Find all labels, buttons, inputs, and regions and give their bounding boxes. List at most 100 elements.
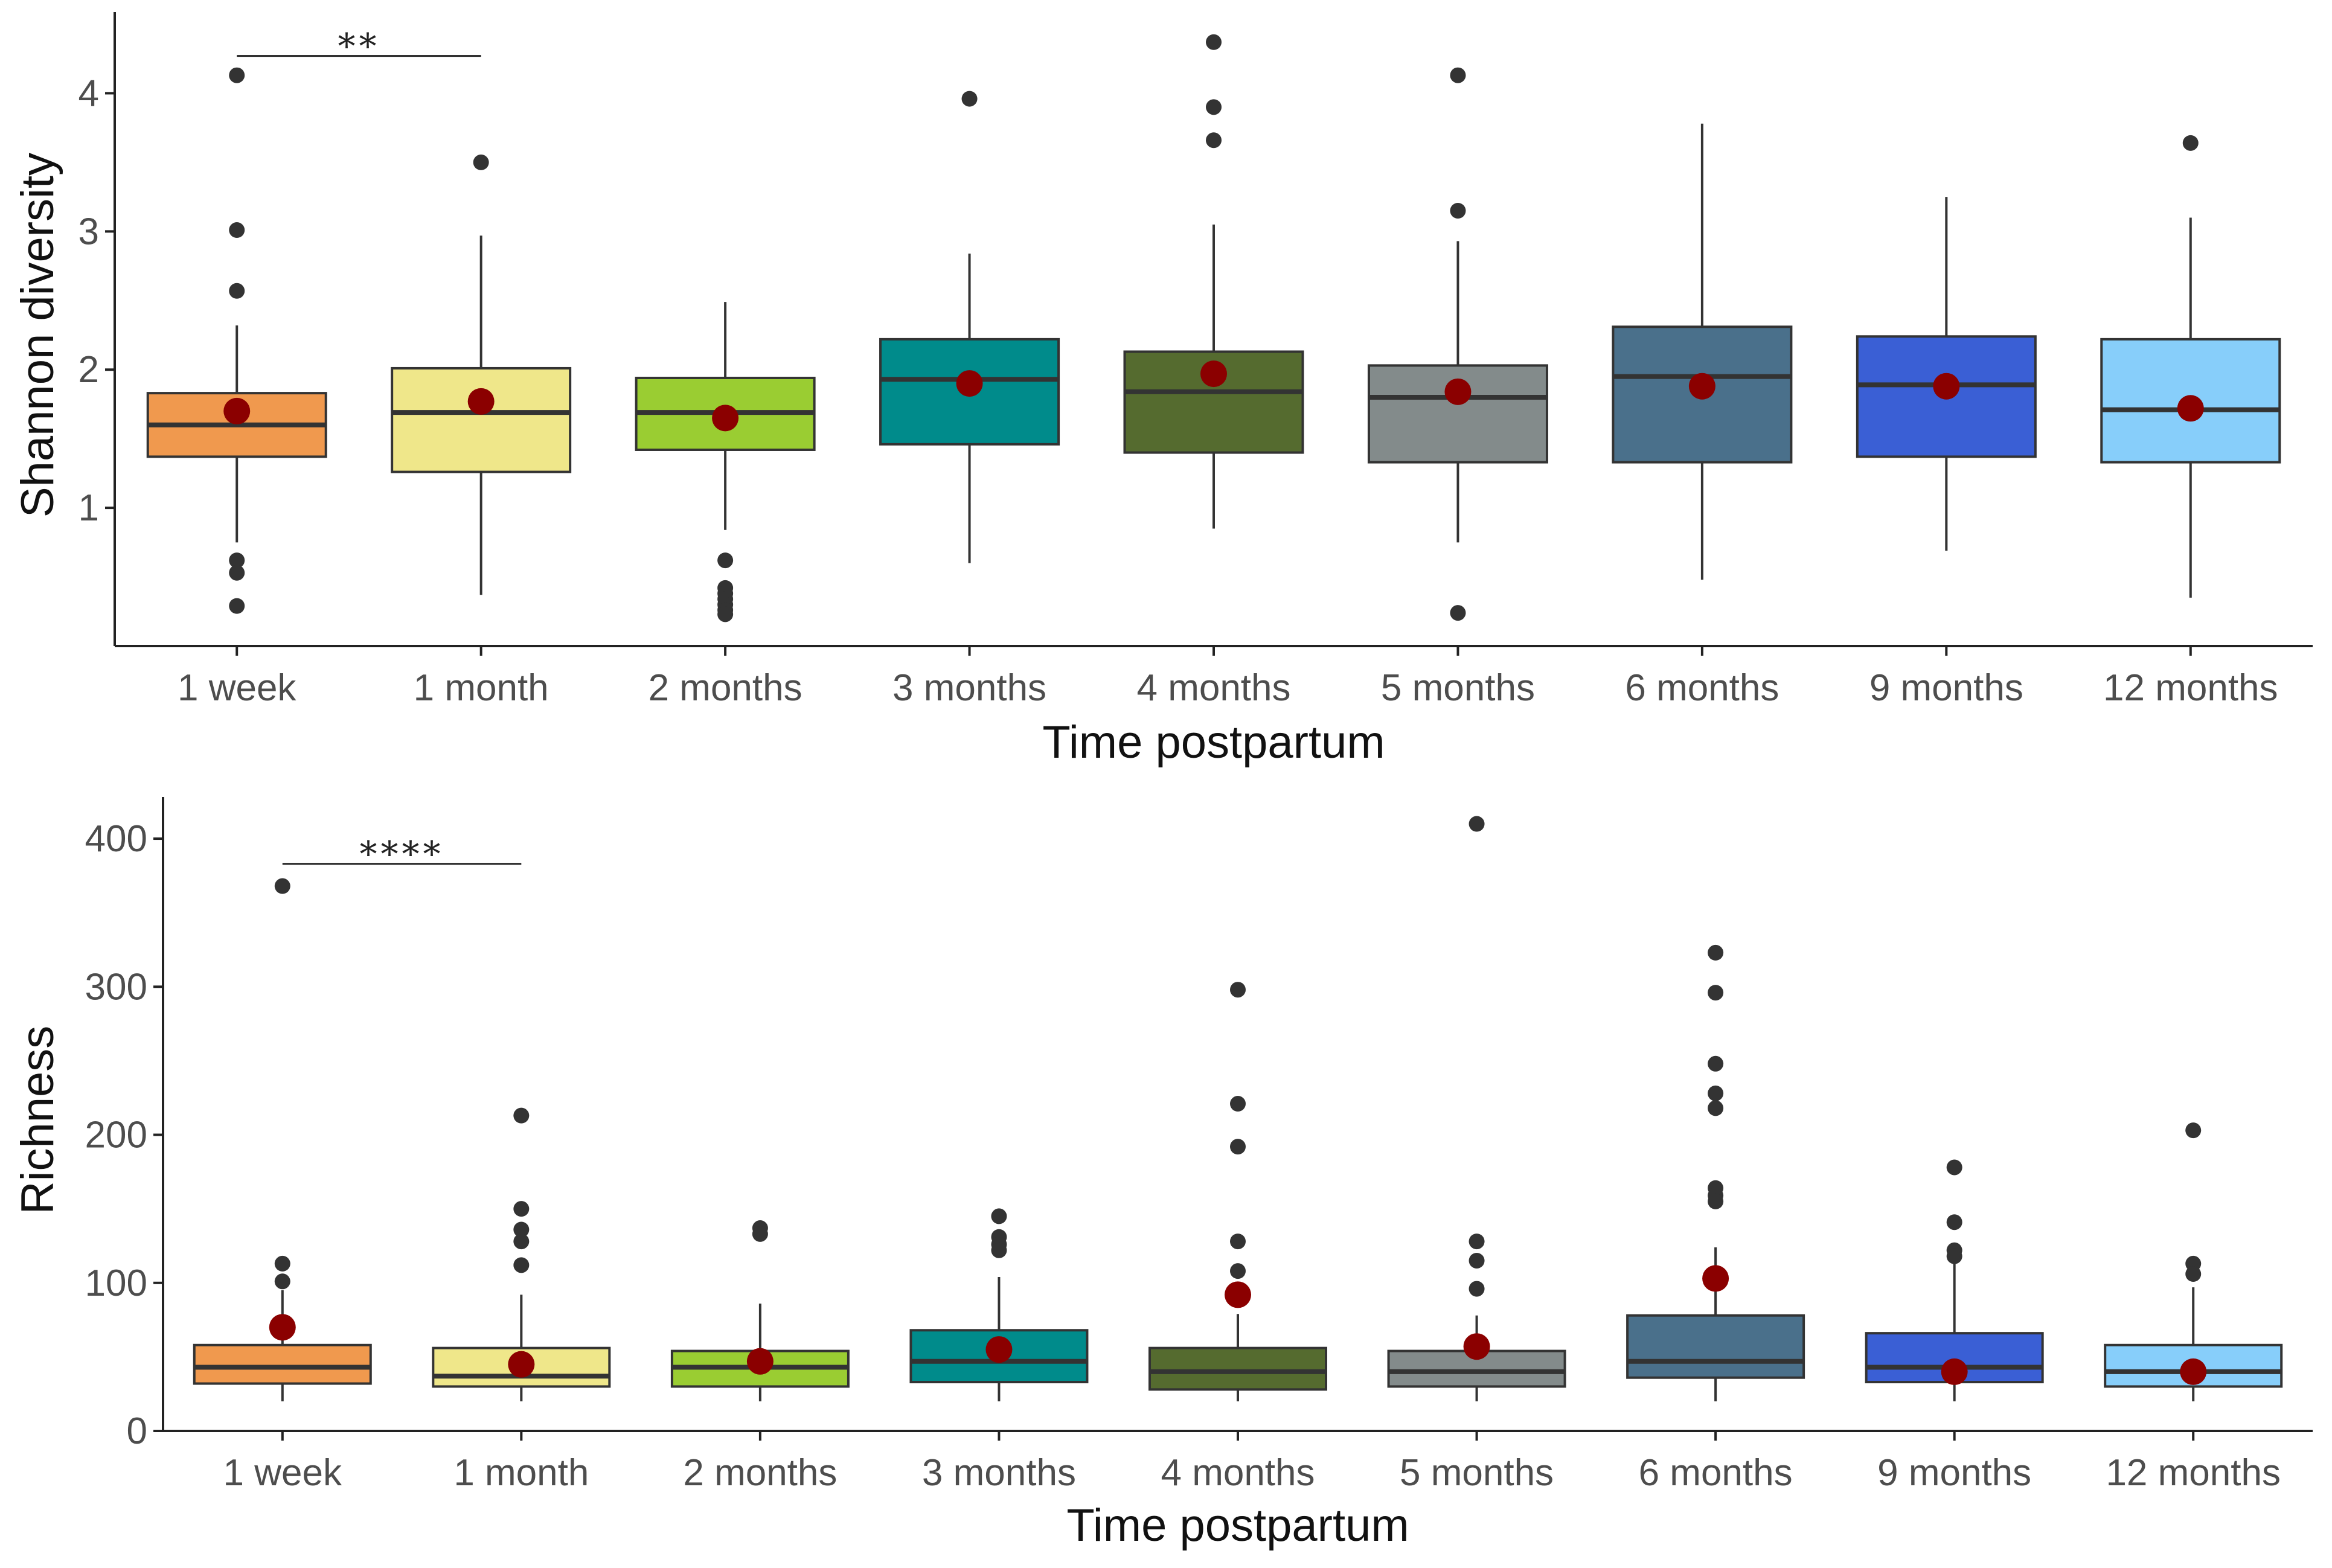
box-iqr: [1626, 1314, 1805, 1379]
mean-point: [1225, 1281, 1251, 1308]
outlier-point: [473, 154, 489, 170]
mean-point: [956, 370, 983, 397]
x-tick-label: 6 months: [1625, 667, 1779, 709]
outlier-point: [1230, 1234, 1246, 1250]
outlier-point: [1206, 99, 1222, 115]
outlier-point: [513, 1201, 530, 1217]
box-group: [1387, 816, 1566, 1401]
outlier-point: [229, 552, 245, 569]
y-tick-label: 200: [85, 1115, 147, 1156]
outlier-point: [1230, 982, 1246, 998]
outlier-point: [1708, 1055, 1724, 1072]
box-group: [1856, 197, 2037, 551]
mean-point: [1702, 1265, 1729, 1292]
x-tick-label: 2 months: [683, 1452, 837, 1494]
outlier-point: [1206, 34, 1222, 50]
outlier-point: [229, 222, 245, 238]
y-tick-label: 300: [85, 966, 147, 1008]
outlier-point: [1946, 1214, 1962, 1230]
x-tick-label: 12 months: [2103, 667, 2278, 709]
outlier-point: [1708, 944, 1724, 961]
x-tick-label: 9 months: [1869, 667, 2023, 709]
mean-point: [1688, 373, 1715, 400]
box-group: [1626, 944, 1805, 1401]
outlier-point: [752, 1226, 768, 1242]
panel-richness: 0 100 200 300 400 1 week 1 month 2 months 3 mont…: [12, 797, 2313, 1551]
outlier-point: [274, 1273, 290, 1290]
mean-point: [508, 1351, 535, 1378]
outlier-point: [2185, 1122, 2202, 1139]
box-group: [635, 302, 816, 622]
mean-point: [223, 397, 251, 424]
box-group: [1865, 1159, 2044, 1401]
outlier-point: [717, 606, 734, 622]
box-group: [2104, 1122, 2283, 1401]
y-axis-title: Shannon diversity: [12, 153, 63, 517]
outlier-point: [1708, 1193, 1724, 1209]
x-tick-label: 9 months: [1877, 1452, 2031, 1494]
outlier-point: [2182, 135, 2199, 151]
x-tick-label: 1 week: [178, 667, 296, 709]
mean-point: [2180, 1358, 2207, 1385]
outlier-point: [1230, 1263, 1246, 1279]
mean-point: [746, 1348, 774, 1375]
box-iqr: [391, 366, 572, 473]
box-group: [432, 1107, 611, 1401]
significance-label: ****: [360, 834, 444, 875]
x-axis-title: Time postpartum: [1042, 717, 1385, 768]
outlier-point: [1450, 67, 1466, 83]
x-tick-label: 5 months: [1381, 667, 1535, 709]
y-tick-label: 0: [127, 1410, 147, 1452]
x-tick-label: 1 month: [414, 667, 549, 709]
outlier-point: [1450, 605, 1466, 621]
box-group: [2100, 135, 2281, 598]
outlier-point: [1708, 1085, 1724, 1101]
outlier-point: [1469, 1234, 1485, 1250]
mean-point: [269, 1314, 296, 1341]
mean-point: [712, 405, 739, 432]
outlier-point: [1230, 1096, 1246, 1112]
outlier-point: [1230, 1139, 1246, 1155]
x-tick-label: 3 months: [892, 667, 1046, 709]
outlier-point: [274, 1255, 290, 1272]
outlier-point: [274, 878, 290, 894]
significance-label: **: [338, 26, 380, 67]
outlier-point: [513, 1107, 530, 1124]
outlier-point: [1946, 1248, 1962, 1264]
y-axis-title: Richness: [12, 1026, 63, 1215]
box-iqr: [1148, 1346, 1327, 1391]
mean-point: [1200, 360, 1227, 388]
box-group: [879, 91, 1060, 563]
box-group: [909, 1208, 1089, 1401]
box-group: [146, 67, 327, 614]
box-group: [1123, 34, 1304, 529]
outlier-point: [717, 552, 734, 569]
x-tick-label: 1 month: [453, 1452, 589, 1494]
panel-shannon-diversity: 1 2 3 4 1 week 1 month 2 months 3 months 4 month…: [12, 12, 2313, 768]
x-axis-title: Time postpartum: [1066, 1500, 1409, 1551]
mean-point: [1941, 1358, 1968, 1385]
outlier-point: [229, 67, 245, 83]
outlier-point: [1946, 1159, 1962, 1176]
outlier-point: [961, 91, 978, 107]
box-iqr: [1123, 350, 1304, 454]
x-tick-label: 12 months: [2106, 1452, 2281, 1494]
outlier-point: [513, 1257, 530, 1273]
y-tick-label: 4: [78, 72, 99, 114]
box-group: [1367, 67, 1548, 621]
outlier-point: [1708, 985, 1724, 1001]
outlier-point: [229, 283, 245, 299]
mean-point: [2177, 395, 2204, 422]
y-tick-label: 3: [78, 211, 99, 252]
outlier-point: [1469, 1252, 1485, 1269]
box-group: [1612, 123, 1793, 580]
box-iqr: [193, 1343, 372, 1385]
mean-point: [1444, 378, 1472, 405]
x-tick-label: 5 months: [1400, 1452, 1554, 1494]
box-group: [193, 878, 372, 1401]
outlier-point: [1206, 132, 1222, 149]
y-tick-label: 100: [85, 1262, 147, 1304]
y-tick-label: 2: [78, 349, 99, 391]
